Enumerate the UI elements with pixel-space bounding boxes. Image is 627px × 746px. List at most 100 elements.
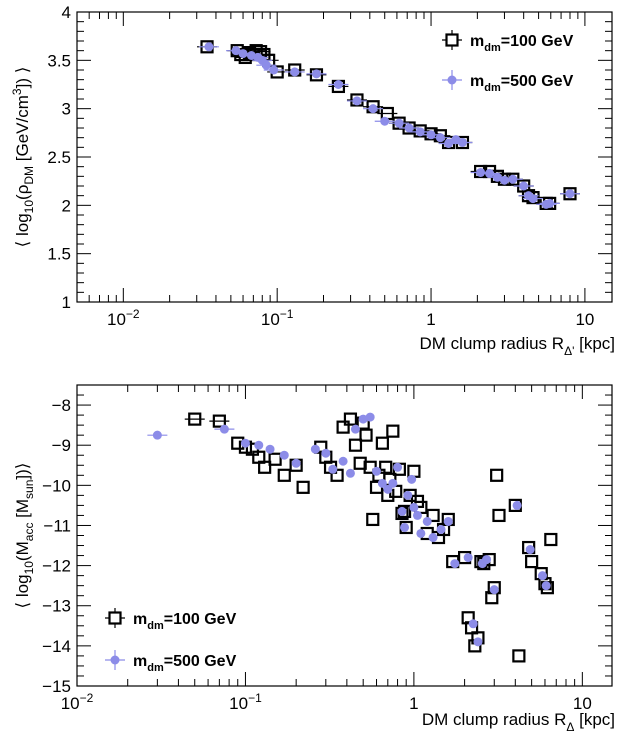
legend: mdm=100 GeV mdm=500 GeV [442, 30, 574, 94]
x-tick-label: 10 [575, 310, 594, 329]
data-point-circle [436, 524, 446, 534]
data-point-circle [565, 189, 575, 199]
data-point-square [512, 649, 526, 663]
data-point-circle [338, 456, 348, 466]
data-point-circle [311, 69, 321, 79]
data-point-circle [492, 172, 502, 182]
data-point-circle [393, 462, 403, 472]
data-point-circle [444, 138, 454, 148]
data-point-circle [519, 181, 529, 191]
data-point-square [258, 460, 272, 474]
data-point-circle [541, 581, 551, 591]
data-point-circle [358, 414, 368, 424]
data-point-circle [428, 533, 438, 543]
data-point-square [296, 480, 310, 494]
data-point-circle [463, 553, 473, 563]
y-tick-label: −10 [42, 476, 71, 495]
data-point-circle [383, 484, 393, 494]
data-point-circle [545, 198, 555, 208]
data-point-circle [377, 478, 387, 488]
panel-1: 1 1.5 2 2.5 3 3.5 4 10−2 10−1 1 10 DM clump radius … [10, 3, 615, 358]
y-tick-label: −15 [42, 677, 71, 696]
x-tick-label: 10−1 [261, 307, 294, 329]
data-point-square [386, 424, 400, 438]
x-tick-label: 10−2 [61, 691, 94, 713]
data-point-square [426, 508, 440, 523]
y-tick-label: 1 [62, 293, 71, 312]
data-point-circle [407, 474, 417, 484]
legend-marker-circle [110, 655, 120, 665]
data-point-square [268, 452, 282, 466]
legend-label: mdm=500 GeV [133, 653, 237, 674]
y-tick-label: −9 [52, 436, 71, 455]
data-point-circle [368, 104, 378, 114]
y-axis-label: ⟨ log10(ρDM [GeV/cm3]) ⟩ [10, 67, 36, 248]
y-axis-label: ⟨ log10(Macc [Msun])⟩ [13, 463, 36, 609]
x-tick-label: 10 [573, 694, 592, 713]
data-point-square [424, 127, 438, 141]
y-tick-label: −13 [42, 597, 71, 616]
legend-marker-square [108, 611, 122, 625]
y-tick-label: 3.5 [47, 51, 71, 70]
y-tick-label: 2 [62, 196, 71, 215]
y-tick-label: −8 [52, 396, 71, 415]
y-tick-label: 2.5 [47, 148, 71, 167]
data-point-circle [372, 466, 382, 476]
x-axis-label: DM clump radius RΔ [kpc] [422, 710, 615, 734]
y-tick-label: 4 [62, 3, 71, 22]
data-point-circle [412, 510, 422, 520]
data-point-circle [457, 138, 467, 147]
data-point-circle [476, 167, 486, 177]
data-point-circle [473, 637, 483, 647]
data-point-circle [365, 412, 375, 422]
y-tick-label: −12 [42, 557, 71, 576]
data-point-circle [422, 516, 432, 526]
data-point-circle [352, 96, 362, 106]
data-point-circle [231, 46, 241, 56]
data-point-circle [219, 424, 229, 434]
data-point-circle [443, 516, 453, 526]
data-point-circle [265, 444, 275, 454]
data-point-circle [291, 458, 301, 468]
data-point-square [359, 428, 373, 442]
data-point-square [490, 468, 504, 482]
data-point-square [379, 460, 393, 474]
data-point-square [336, 420, 350, 434]
series-mdm-100 [184, 412, 558, 663]
data-point-circle [388, 478, 398, 488]
y-tick-label: 3 [62, 100, 71, 119]
legend: mdm=100 GeV mdm=500 GeV [105, 608, 237, 674]
legend-marker-square [445, 33, 459, 47]
data-point-circle [345, 468, 355, 478]
data-point-circle [468, 619, 478, 629]
y-tick-label: −11 [43, 516, 71, 535]
data-point-circle [350, 424, 360, 434]
data-point-circle [394, 118, 404, 128]
data-point-circle [254, 440, 264, 450]
data-point-circle [152, 430, 162, 440]
x-tick-label: 1 [409, 694, 418, 713]
data-point-square [492, 508, 506, 523]
data-point-circle [528, 194, 538, 204]
data-point-circle [279, 450, 289, 460]
data-point-circle [537, 571, 547, 581]
data-point-square [212, 414, 226, 428]
data-point-circle [290, 67, 300, 77]
data-point-square [343, 412, 358, 426]
data-point-circle [328, 464, 338, 474]
data-point-square [525, 554, 539, 569]
data-point-circle [525, 545, 535, 555]
data-point-square [375, 436, 389, 450]
data-point-circle [321, 448, 331, 458]
data-point-square [350, 93, 364, 107]
data-point-circle [485, 168, 495, 178]
x-axis-label: DM clump radius RΔ' [kpc] [420, 334, 615, 358]
data-point-circle [415, 127, 425, 137]
plot-frame [76, 384, 613, 687]
data-point-circle [310, 444, 320, 454]
data-point-circle [397, 506, 407, 516]
legend-label: mdm=100 GeV [470, 33, 574, 54]
data-point-circle [499, 175, 509, 185]
data-point-circle [512, 500, 522, 510]
